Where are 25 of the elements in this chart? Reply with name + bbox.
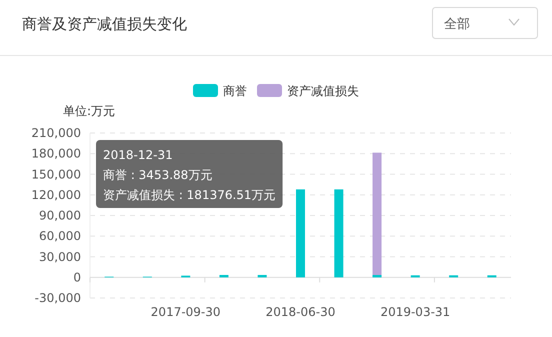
x-tick-label: 2018-06-30 [266, 305, 336, 319]
y-tick-label: 120,000 [31, 188, 81, 202]
annotation: 商誉 : 3453.88万元 [103, 168, 212, 182]
annotation: 资产减值损失 : 181376.51万元 [103, 188, 276, 202]
y-tick-label: 180,000 [31, 146, 81, 161]
x-tick-label: 2019-03-31 [380, 305, 450, 319]
bar [219, 274, 228, 278]
legend-label: 商誉 [223, 84, 247, 98]
chart-title: 商誉及资产减值损失变化 [22, 15, 187, 33]
x-tick-label: 2017-09-30 [150, 305, 221, 319]
y-tick-label: 90,000 [39, 208, 81, 222]
bar [296, 189, 305, 278]
y-tick-label: -30,000 [34, 291, 81, 305]
tooltip: 2018-12-31 商誉 : 3453.88万元 资产减值损失 : 181376.51万元 [96, 140, 283, 208]
y-axis-title: 单位:万元 [63, 104, 116, 118]
y-tick-label: 0 [73, 270, 81, 284]
dropdown: 全部 [432, 7, 538, 39]
legend-label: 资产减值损失 [287, 84, 359, 98]
y-tick-label: 60,000 [39, 229, 81, 244]
y-tick-label: 210,000 [31, 126, 81, 140]
y-tick-label: 150,000 [31, 167, 81, 182]
y-tick-label: 30,000 [39, 250, 81, 264]
bar [334, 189, 344, 278]
annotation: 2018-12-31 [103, 148, 173, 162]
bar [258, 274, 267, 278]
